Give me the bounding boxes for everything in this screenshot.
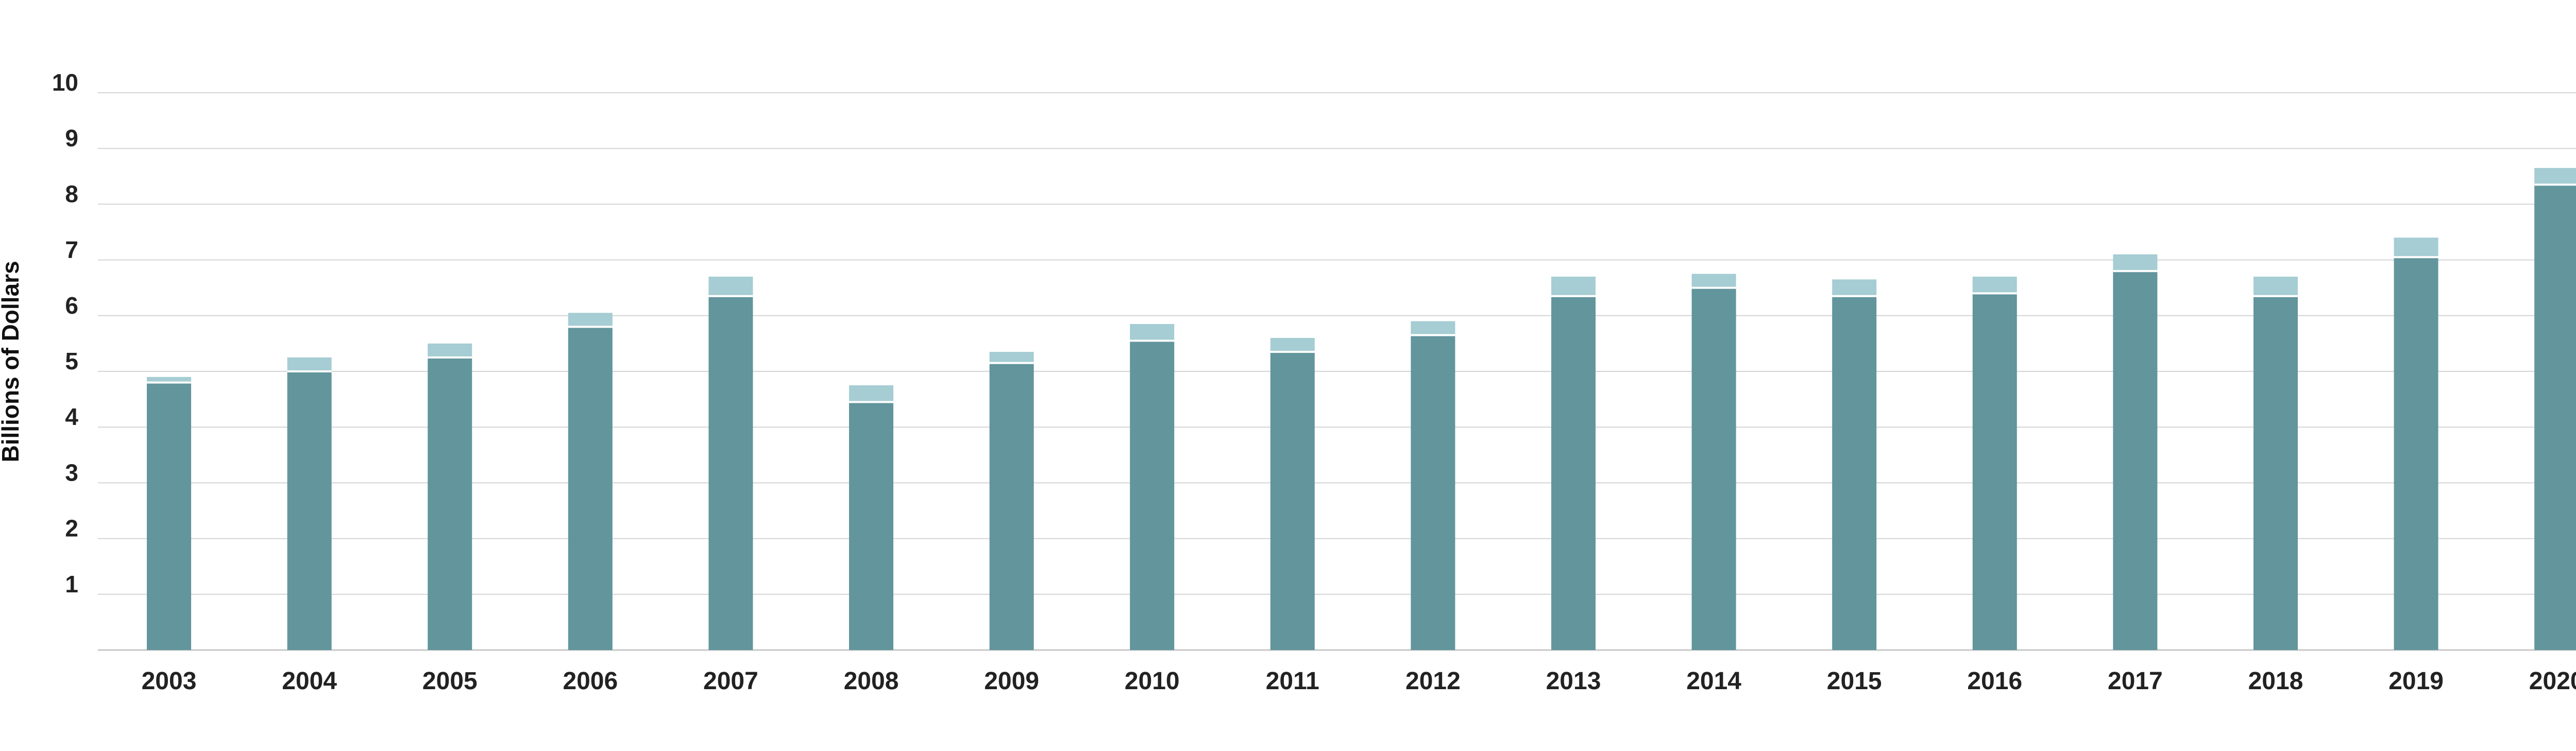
bar-2003-segment-1 bbox=[147, 382, 191, 650]
bar-2003-segment-2 bbox=[147, 377, 191, 383]
x-tick-label: 2019 bbox=[2388, 668, 2444, 695]
x-tick-label: 2008 bbox=[844, 668, 899, 695]
bar-2012-segment-2 bbox=[1411, 321, 1455, 335]
y-tick-label: 7 bbox=[65, 236, 78, 263]
x-axis-ticks: 2003 2004 2005 2006 2007 2008 2009 2010 2011 2012… bbox=[142, 668, 2576, 695]
bar-2015-segment-2 bbox=[1832, 279, 1877, 296]
bar-2018-segment-1 bbox=[2253, 296, 2298, 650]
x-tick-label: 2007 bbox=[703, 668, 758, 695]
bar-2005-segment-1 bbox=[428, 357, 472, 650]
x-tick-label: 2013 bbox=[1546, 668, 1601, 695]
y-axis-ticks: 1 2 3 4 5 6 7 8 9 10 bbox=[52, 69, 79, 598]
bar-2010-segment-2 bbox=[1130, 324, 1175, 341]
bar-2014-segment-1 bbox=[1691, 287, 1736, 650]
bar-2004-segment-2 bbox=[287, 357, 332, 371]
y-tick-label: 10 bbox=[52, 69, 78, 96]
y-tick-label: 9 bbox=[65, 125, 78, 151]
bar-2014-segment-2 bbox=[1691, 274, 1736, 288]
bar-2010-segment-1 bbox=[1130, 340, 1175, 650]
x-tick-label: 2005 bbox=[422, 668, 478, 695]
bar-2004-segment-1 bbox=[287, 371, 332, 650]
x-tick-label: 2017 bbox=[2108, 668, 2163, 695]
x-tick-label: 2011 bbox=[1266, 668, 1319, 695]
x-tick-label: 2003 bbox=[142, 668, 197, 695]
y-tick-label: 8 bbox=[65, 180, 78, 207]
x-tick-label: 2015 bbox=[1827, 668, 1882, 695]
x-tick-label: 2009 bbox=[984, 668, 1039, 695]
y-tick-label: 4 bbox=[65, 403, 78, 430]
bar-2007-segment-2 bbox=[708, 277, 753, 296]
bar-2011-segment-2 bbox=[1270, 338, 1315, 352]
x-tick-label: 2010 bbox=[1125, 668, 1180, 695]
bar-2006-segment-2 bbox=[568, 313, 613, 327]
bar-2020-segment-2 bbox=[2534, 168, 2576, 185]
x-tick-label: 2006 bbox=[563, 668, 618, 695]
bar-2011-segment-1 bbox=[1270, 352, 1315, 650]
gridlines bbox=[98, 92, 2576, 651]
x-tick-label: 2012 bbox=[1405, 668, 1461, 695]
bar-2013-segment-1 bbox=[1551, 296, 1596, 650]
bar-2012-segment-1 bbox=[1411, 335, 1455, 650]
x-tick-label: 2020 bbox=[2529, 668, 2576, 695]
x-tick-label: 2014 bbox=[1686, 668, 1741, 695]
bar-2017-segment-2 bbox=[2113, 254, 2158, 271]
bar-2008-segment-1 bbox=[849, 402, 893, 650]
y-tick-label: 1 bbox=[65, 571, 78, 598]
bar-2013-segment-2 bbox=[1551, 277, 1596, 296]
bar-2007-segment-1 bbox=[708, 296, 753, 650]
x-tick-label: 2018 bbox=[2248, 668, 2303, 695]
y-tick-label: 5 bbox=[65, 348, 78, 374]
bar-2009-segment-1 bbox=[989, 363, 1034, 650]
bar-2019-segment-2 bbox=[2394, 237, 2438, 258]
bar-2008-segment-2 bbox=[849, 385, 893, 402]
bar-2015-segment-1 bbox=[1832, 296, 1877, 650]
bars bbox=[147, 168, 2576, 650]
bar-2016-segment-2 bbox=[1972, 277, 2017, 294]
x-tick-label: 2004 bbox=[282, 668, 337, 695]
bar-2018-segment-2 bbox=[2253, 277, 2298, 296]
bar-2020-segment-1 bbox=[2534, 184, 2576, 650]
bar-2006-segment-1 bbox=[568, 327, 613, 650]
y-tick-label: 2 bbox=[65, 515, 78, 542]
y-tick-label: 6 bbox=[65, 292, 78, 319]
bar-2005-segment-2 bbox=[428, 343, 472, 357]
y-axis-title: Billions of Dollars bbox=[0, 261, 24, 462]
bar-2016-segment-1 bbox=[1972, 293, 2017, 650]
bar-2017-segment-1 bbox=[2113, 271, 2158, 650]
bar-2019-segment-1 bbox=[2394, 257, 2438, 650]
x-tick-label: 2016 bbox=[1967, 668, 2022, 695]
bar-2009-segment-2 bbox=[989, 352, 1034, 363]
y-tick-label: 3 bbox=[65, 459, 78, 486]
